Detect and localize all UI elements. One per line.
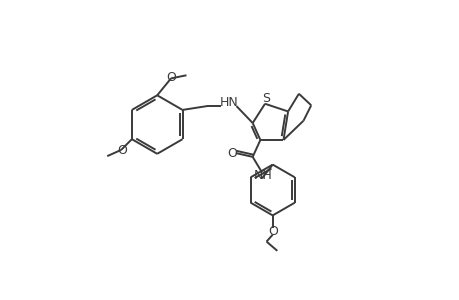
Text: NH: NH bbox=[253, 169, 272, 182]
Text: O: O bbox=[267, 225, 277, 238]
Text: S: S bbox=[261, 92, 269, 105]
Text: O: O bbox=[226, 146, 236, 160]
Text: O: O bbox=[117, 144, 127, 157]
Text: HN: HN bbox=[219, 97, 238, 110]
Text: O: O bbox=[166, 71, 176, 84]
